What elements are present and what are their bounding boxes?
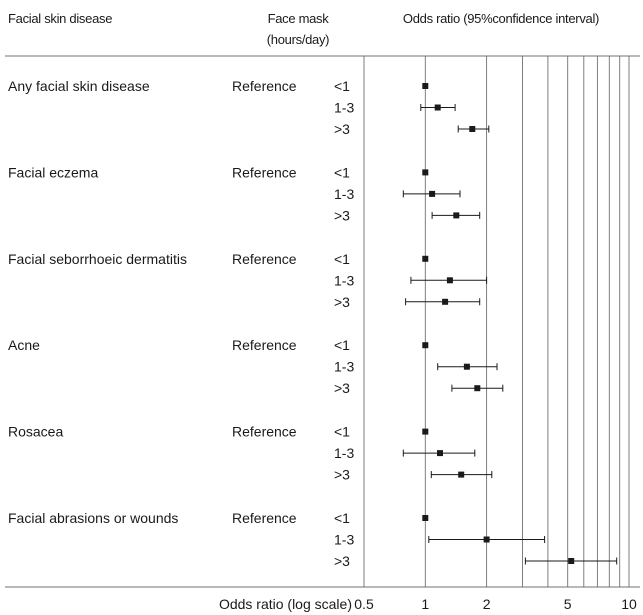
point-estimate <box>422 342 429 349</box>
exposure-label: >3 <box>334 294 350 310</box>
group-label: Any facial skin disease <box>8 78 150 94</box>
x-tick-label: 10 <box>621 596 637 612</box>
exposure-label: <1 <box>334 424 350 440</box>
reference-label: Reference <box>232 424 297 440</box>
reference-label: Reference <box>232 337 297 353</box>
x-tick-label: 2 <box>483 596 491 612</box>
exposure-label: <1 <box>334 78 350 94</box>
exposure-label: 1-3 <box>334 272 354 288</box>
point-estimate <box>469 126 476 132</box>
point-estimate <box>422 83 429 89</box>
point-estimate <box>422 255 429 262</box>
group-label: Facial abrasions or wounds <box>8 510 178 526</box>
point-estimate <box>568 558 575 564</box>
exposure-label: >3 <box>334 207 350 223</box>
group-label: Facial eczema <box>8 164 98 180</box>
exposure-label: 1-3 <box>334 186 354 202</box>
point-estimate <box>442 298 449 305</box>
group-label: Facial seborrhoeic dermatitis <box>8 251 187 267</box>
x-tick-label: 0.5 <box>354 596 374 612</box>
gridlines <box>363 56 630 587</box>
x-tick-label: 1 <box>421 596 429 612</box>
point-estimate <box>474 385 481 392</box>
point-estimate <box>483 536 490 543</box>
point-estimate <box>463 363 470 370</box>
reference-label: Reference <box>232 164 297 180</box>
exposure-label: <1 <box>334 251 350 267</box>
point-estimate <box>429 190 436 197</box>
reference-label: Reference <box>232 251 297 267</box>
x-axis-label: Odds ratio (log scale) <box>219 596 352 612</box>
reference-label: Reference <box>232 510 297 526</box>
exposure-label: 1-3 <box>334 100 354 116</box>
exposure-label: 1-3 <box>334 445 354 461</box>
exposure-label: >3 <box>334 121 350 137</box>
group-label: Rosacea <box>8 424 63 440</box>
header-disease: Facial skin disease <box>8 11 112 26</box>
point-estimate <box>422 515 429 521</box>
exposure-label: <1 <box>334 164 350 180</box>
point-estimate <box>437 450 443 457</box>
x-tick-label: 5 <box>564 596 572 612</box>
exposure-label: >3 <box>334 553 350 569</box>
reference-label: Reference <box>232 78 297 94</box>
point-estimate <box>453 212 460 219</box>
point-estimate <box>422 169 429 176</box>
point-estimate <box>446 277 453 284</box>
exposure-label: >3 <box>334 467 350 483</box>
header-mask-line2: (hours/day) <box>267 32 329 47</box>
exposure-label: 1-3 <box>334 359 354 375</box>
group-label: Acne <box>8 337 40 353</box>
point-estimate <box>458 471 465 478</box>
exposure-label: >3 <box>334 380 350 396</box>
exposure-label: <1 <box>334 510 350 526</box>
exposure-label: 1-3 <box>334 532 354 548</box>
point-estimate <box>434 104 441 111</box>
point-estimate <box>422 428 429 435</box>
header-ci: Odds ratio (95%confidence interval) <box>403 11 599 26</box>
exposure-label: <1 <box>334 337 350 353</box>
rows: Any facial skin disease Reference <1 1-3 >3 F… <box>8 78 354 569</box>
marks <box>402 83 618 565</box>
x-ticks: 0.5 1 2 5 10 <box>354 596 637 612</box>
header-mask-line1: Face mask <box>268 11 330 26</box>
